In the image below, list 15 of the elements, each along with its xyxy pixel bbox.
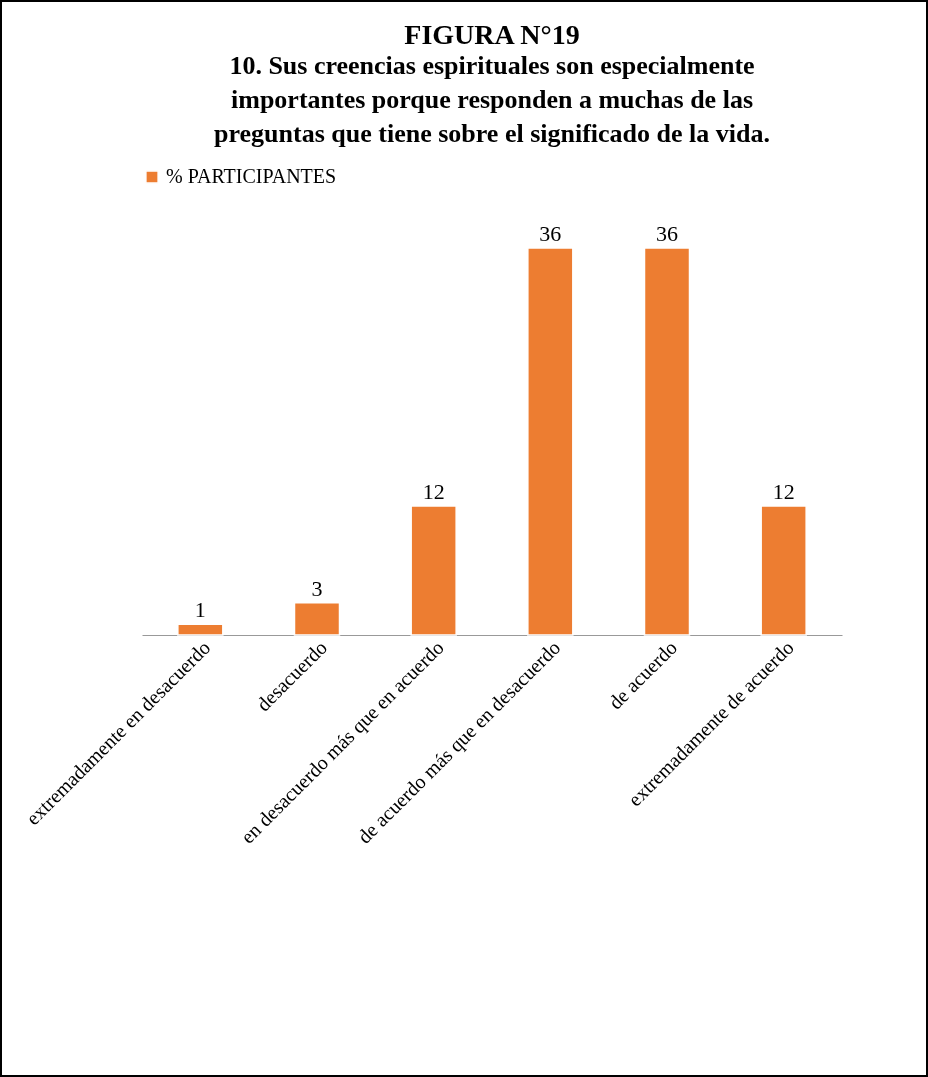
data-label: 1 (194, 597, 206, 623)
bar (410, 505, 457, 636)
chart-title: FIGURA N°19 (404, 19, 580, 50)
bar (643, 247, 691, 636)
data-label: 12 (772, 479, 795, 504)
data-label: 3 (311, 575, 323, 601)
bar (177, 623, 224, 636)
data-label: 36 (539, 221, 562, 246)
bar (760, 505, 807, 636)
chart-subtitle: 10. Sus creencias espirituales son especialmente importantes porque responden a muchas de las preguntas que tiene sobre el significado de la vida. (214, 51, 770, 148)
data-label: 36 (656, 221, 678, 246)
bar (293, 602, 341, 636)
data-label: 12 (422, 479, 445, 504)
legend-label: % PARTICIPANTES (166, 165, 337, 187)
bar (527, 247, 574, 636)
